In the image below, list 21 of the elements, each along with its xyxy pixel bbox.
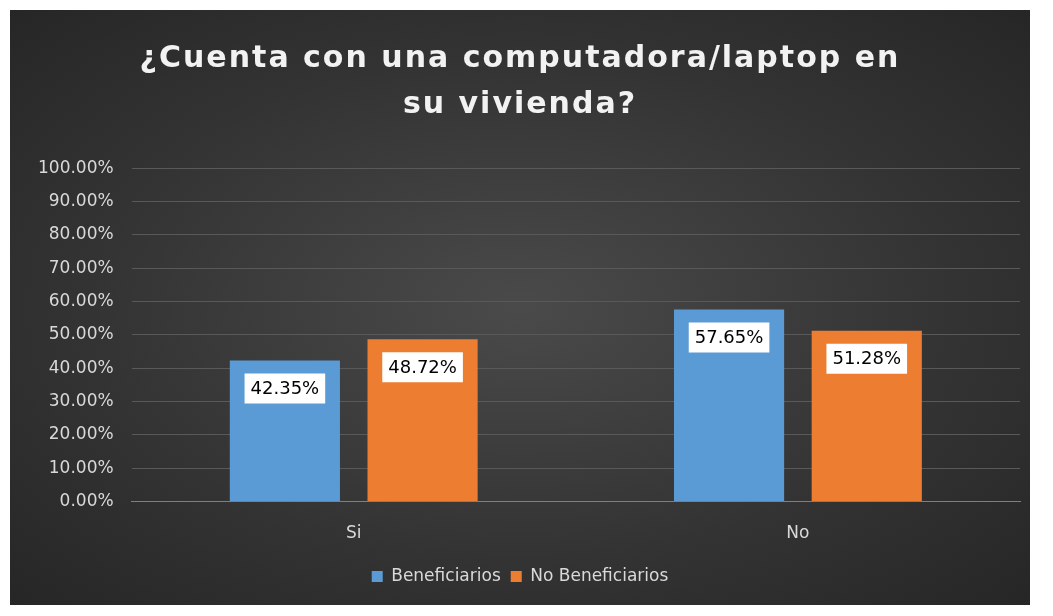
- x-tick-label: No: [786, 522, 810, 543]
- chart-title: ¿Cuenta con una computadora/laptop en su vivienda?: [138, 38, 902, 122]
- y-tick-label: 70.00%: [48, 256, 114, 277]
- data-label: 42.35%: [250, 377, 320, 399]
- y-tick-label: 50.00%: [48, 323, 114, 344]
- y-tick-label: 90.00%: [48, 189, 114, 210]
- data-label: 51.28%: [832, 347, 902, 369]
- y-tick-label: 20.00%: [48, 423, 114, 444]
- y-tick-label: 30.00%: [48, 390, 114, 410]
- y-tick-label: 0.00%: [59, 490, 114, 511]
- y-tick-label: 80.00%: [48, 223, 114, 244]
- data-label: 48.72%: [388, 355, 457, 377]
- y-tick-label: 10.00%: [48, 456, 114, 477]
- legend-label: Beneficiarios: [391, 564, 501, 585]
- y-tick-label: 40.00%: [48, 356, 114, 377]
- bar: [673, 309, 785, 502]
- y-tick-label: 100.00%: [38, 156, 114, 177]
- x-tick-label: Si: [345, 522, 362, 543]
- data-label: 57.65%: [694, 326, 764, 348]
- legend-label: No Beneficiarios: [530, 564, 669, 585]
- y-tick-label: 60.00%: [48, 289, 114, 310]
